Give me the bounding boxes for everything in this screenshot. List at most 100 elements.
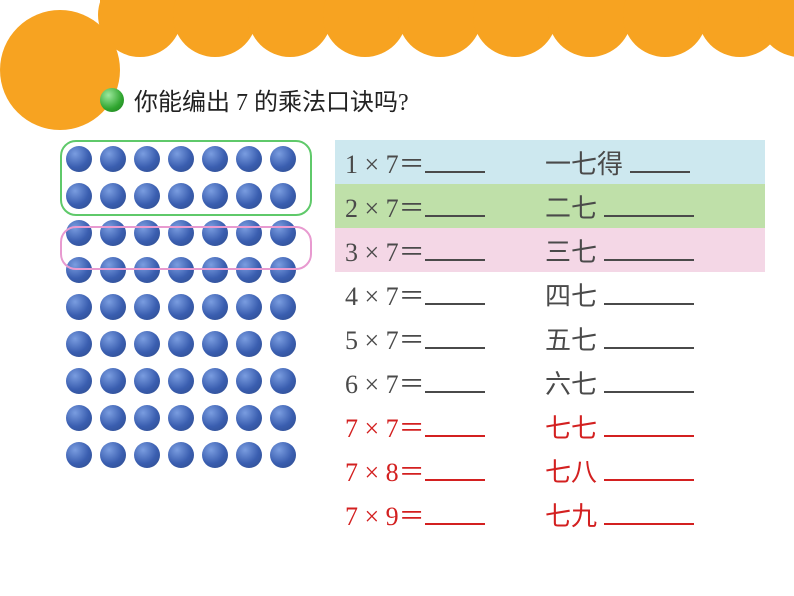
equation-row: 5 × 7＝ 五七 — [335, 316, 765, 360]
answer-blank[interactable] — [425, 389, 485, 393]
dot-icon — [66, 405, 92, 431]
dot-icon — [270, 368, 296, 394]
dot-icon — [270, 442, 296, 468]
dot-icon — [66, 294, 92, 320]
dot-icon — [100, 405, 126, 431]
mnemonic-blank[interactable] — [604, 301, 694, 305]
dot-icon — [270, 405, 296, 431]
equation-right: 一七得 — [545, 144, 690, 181]
dot-icon — [134, 405, 160, 431]
dots-row — [66, 331, 315, 357]
mnemonic-prefix: 七八 — [545, 452, 604, 489]
dot-icon — [134, 294, 160, 320]
dot-icon — [168, 405, 194, 431]
equation-right: 三七 — [545, 232, 694, 269]
dots-row — [66, 405, 315, 431]
content-area: 1 × 7＝ 一七得 2 × 7＝ 二七 3 × 7＝三七 4 × 7＝ 四七 5 ×… — [60, 140, 765, 536]
title-row: 你能编出 7 的乘法口诀吗? — [100, 82, 409, 117]
dot-icon — [168, 368, 194, 394]
dot-icon — [100, 294, 126, 320]
answer-blank[interactable] — [425, 301, 485, 305]
answer-blank[interactable] — [425, 257, 485, 261]
equation-row: 6 × 7＝六七 — [335, 360, 765, 404]
dot-icon — [168, 331, 194, 357]
dots-grid — [60, 140, 315, 536]
mnemonic-prefix: 三七 — [545, 232, 604, 269]
equation-left: 3 × 7＝ — [345, 232, 545, 269]
equation-expression: 7 × 7＝ — [345, 408, 425, 445]
equation-row: 1 × 7＝ 一七得 — [335, 140, 765, 184]
equation-left: 4 × 7＝ — [345, 276, 545, 313]
equation-right: 五七 — [545, 320, 694, 357]
equation-row: 7 × 8＝ 七八 — [335, 448, 765, 492]
dots-row — [66, 368, 315, 394]
equation-expression: 2 × 7＝ — [345, 188, 425, 225]
bullet-icon — [100, 88, 124, 112]
mnemonic-prefix: 七九 — [545, 496, 604, 533]
mnemonic-blank[interactable] — [604, 433, 694, 437]
equation-left: 7 × 8＝ — [345, 452, 545, 489]
dot-icon — [202, 294, 228, 320]
equation-row: 4 × 7＝ 四七 — [335, 272, 765, 316]
dot-icon — [202, 368, 228, 394]
answer-blank[interactable] — [425, 345, 485, 349]
dot-icon — [236, 368, 262, 394]
equation-left: 2 × 7＝ — [345, 188, 545, 225]
dot-icon — [270, 331, 296, 357]
dot-icon — [236, 331, 262, 357]
dot-icon — [168, 442, 194, 468]
dot-icon — [236, 442, 262, 468]
dot-icon — [168, 294, 194, 320]
equations-table: 1 × 7＝ 一七得 2 × 7＝ 二七 3 × 7＝三七 4 × 7＝ 四七 5 ×… — [335, 140, 765, 536]
answer-blank[interactable] — [425, 477, 485, 481]
equation-row: 7 × 7＝ 七七 — [335, 404, 765, 448]
dot-icon — [66, 368, 92, 394]
mnemonic-blank[interactable] — [630, 169, 690, 173]
equation-right: 七八 — [545, 452, 694, 489]
dots-outline — [60, 226, 312, 270]
dot-icon — [134, 368, 160, 394]
equation-expression: 4 × 7＝ — [345, 276, 425, 313]
mnemonic-blank[interactable] — [604, 477, 694, 481]
equation-left: 6 × 7＝ — [345, 364, 545, 401]
dot-icon — [66, 442, 92, 468]
equation-expression: 6 × 7＝ — [345, 364, 425, 401]
equation-right: 二七 — [545, 188, 694, 225]
dot-icon — [236, 294, 262, 320]
page-title: 你能编出 7 的乘法口诀吗? — [134, 82, 409, 117]
dot-icon — [100, 331, 126, 357]
equation-left: 7 × 7＝ — [345, 408, 545, 445]
answer-blank[interactable] — [425, 169, 485, 173]
equation-expression: 7 × 8＝ — [345, 452, 425, 489]
mnemonic-blank[interactable] — [604, 521, 694, 525]
mnemonic-prefix: 七七 — [545, 408, 604, 445]
equation-expression: 7 × 9＝ — [345, 496, 425, 533]
dot-icon — [202, 442, 228, 468]
mnemonic-prefix: 一七得 — [545, 144, 630, 181]
mnemonic-blank[interactable] — [604, 345, 694, 349]
dot-icon — [100, 368, 126, 394]
dot-icon — [134, 331, 160, 357]
equation-row: 2 × 7＝ 二七 — [335, 184, 765, 228]
answer-blank[interactable] — [425, 433, 485, 437]
mnemonic-blank[interactable] — [604, 213, 694, 217]
mnemonic-prefix: 五七 — [545, 320, 604, 357]
dot-icon — [270, 294, 296, 320]
mnemonic-prefix: 四七 — [545, 276, 604, 313]
equation-left: 1 × 7＝ — [345, 144, 545, 181]
dots-row — [66, 442, 315, 468]
equation-right: 七九 — [545, 496, 694, 533]
equation-expression: 5 × 7＝ — [345, 320, 425, 357]
dots-outline — [60, 140, 312, 216]
mnemonic-blank[interactable] — [604, 257, 694, 261]
answer-blank[interactable] — [425, 213, 485, 217]
equation-right: 四七 — [545, 276, 694, 313]
mnemonic-prefix: 二七 — [545, 188, 604, 225]
equation-row: 7 × 9＝ 七九 — [335, 492, 765, 536]
equation-left: 7 × 9＝ — [345, 496, 545, 533]
mnemonic-blank[interactable] — [604, 389, 694, 393]
dot-icon — [134, 442, 160, 468]
answer-blank[interactable] — [425, 521, 485, 525]
equation-expression: 1 × 7＝ — [345, 144, 425, 181]
dot-icon — [202, 331, 228, 357]
